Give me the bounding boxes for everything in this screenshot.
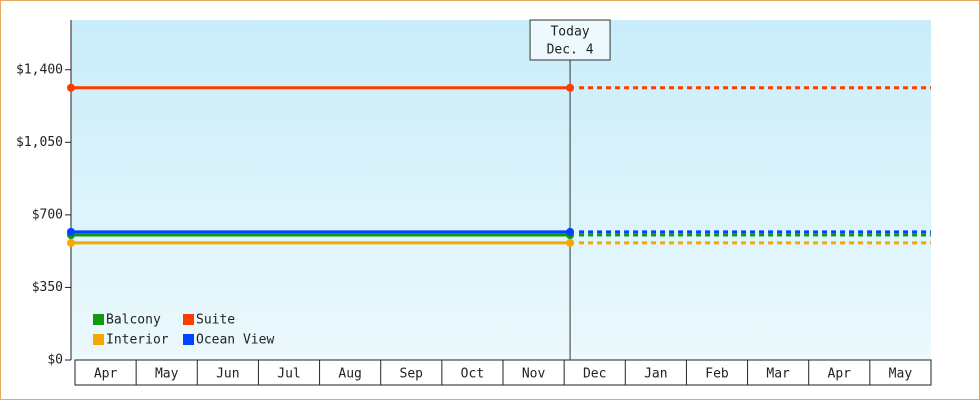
legend-swatch <box>93 314 104 325</box>
today-label: Today <box>550 25 589 40</box>
legend-label: Ocean View <box>196 333 274 348</box>
series-point <box>566 238 575 247</box>
y-tick-label: $0 <box>47 353 63 368</box>
x-tick-label: Dec <box>583 367 606 382</box>
today-box <box>529 19 611 61</box>
today-date: Dec. 4 <box>547 43 594 58</box>
legend-label: Suite <box>196 313 235 328</box>
x-tick-label: Nov <box>522 367 546 382</box>
y-tick-label: $1,050 <box>16 135 63 150</box>
y-tick-label: $350 <box>32 280 63 295</box>
x-tick-label: Sep <box>400 367 424 382</box>
x-tick-label: Mar <box>766 367 790 382</box>
x-tick-label: Aug <box>338 367 361 382</box>
x-tick-label: May <box>889 367 913 382</box>
y-tick-label: $700 <box>32 207 63 222</box>
x-tick-label: Apr <box>828 367 852 382</box>
legend-label: Interior <box>106 333 169 348</box>
series-point <box>566 227 575 236</box>
legend-swatch <box>183 314 194 325</box>
x-tick-label: Jan <box>644 367 667 382</box>
series-point <box>566 83 575 92</box>
series-point <box>67 238 75 247</box>
series-point <box>67 227 75 236</box>
x-tick-label: Jul <box>277 367 300 382</box>
legend-label: Balcony <box>106 313 161 328</box>
y-tick-label: $1,400 <box>16 62 63 77</box>
legend-swatch <box>183 334 194 345</box>
x-tick-label: Apr <box>94 367 118 382</box>
series-point <box>67 83 75 92</box>
x-tick-label: Jun <box>216 367 239 382</box>
x-tick-label: May <box>155 367 179 382</box>
plot-area <box>71 20 931 360</box>
legend-swatch <box>93 334 104 345</box>
x-tick-label: Oct <box>461 367 484 382</box>
x-tick-label: Feb <box>705 367 729 382</box>
